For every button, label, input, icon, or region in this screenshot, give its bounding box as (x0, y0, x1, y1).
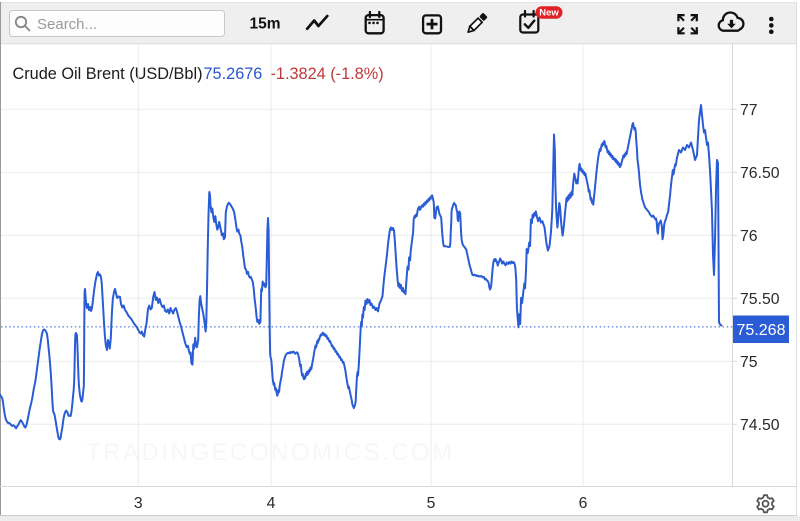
svg-text:6: 6 (579, 495, 588, 512)
svg-text:77: 77 (740, 102, 758, 119)
svg-text:15m: 15m (249, 16, 280, 33)
svg-text:4: 4 (267, 495, 276, 512)
svg-text:75.268: 75.268 (737, 322, 786, 339)
svg-text:TRADINGECONOMICS.COM: TRADINGECONOMICS.COM (86, 439, 455, 466)
svg-text:74.50: 74.50 (740, 417, 780, 434)
svg-text:3: 3 (134, 495, 143, 512)
svg-text:75.50: 75.50 (740, 291, 780, 308)
svg-text:New: New (539, 8, 559, 19)
svg-text:75.2676: 75.2676 (204, 65, 263, 83)
svg-text:75: 75 (740, 354, 758, 371)
svg-text:Search...: Search... (37, 16, 97, 33)
svg-text:5: 5 (427, 495, 436, 512)
svg-text:-1.3824 (-1.8%): -1.3824 (-1.8%) (271, 65, 384, 83)
svg-text:Crude Oil Brent (USD/Bbl): Crude Oil Brent (USD/Bbl) (13, 65, 203, 83)
svg-text:76.50: 76.50 (740, 165, 780, 182)
svg-text:76: 76 (740, 228, 758, 245)
